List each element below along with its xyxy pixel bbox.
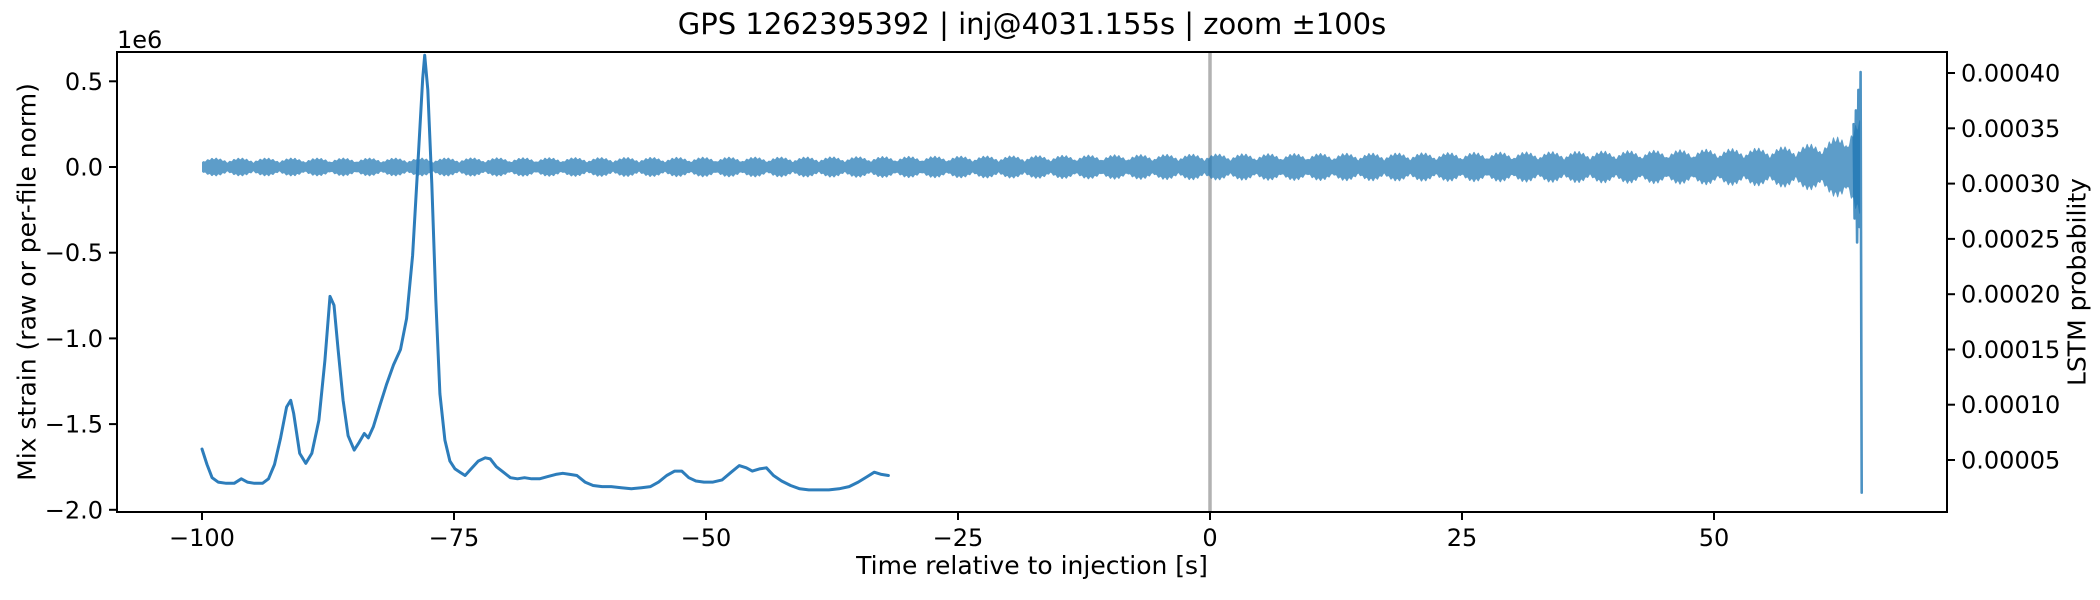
y-axis-label-left: Mix strain (raw or per-file norm) — [12, 83, 42, 481]
y-left-tick-label: −1.5 — [45, 411, 103, 439]
x-axis-label: Time relative to injection [s] — [856, 551, 1208, 580]
strain-glitch-spike — [1852, 70, 1863, 494]
y-axis-label-right: LSTM probability — [2062, 178, 2092, 386]
y-right-tick-label: 0.00040 — [1961, 60, 2060, 88]
y-right-tick-label: 0.00005 — [1961, 447, 2060, 475]
y-right-tick-label: 0.00025 — [1961, 225, 2060, 253]
y-axis-offset-text: 1e6 — [117, 26, 163, 54]
y-left-tick-label: 0.0 — [65, 154, 103, 182]
y-right-tick-label: 0.00015 — [1961, 336, 2060, 364]
probability-series-line — [200, 53, 890, 492]
y-left-tick-label: −0.5 — [45, 239, 103, 267]
x-tick-label: −100 — [169, 524, 235, 552]
y-right-tick-label: 0.00035 — [1961, 115, 2060, 143]
y-right-tick-label: 0.00010 — [1961, 391, 2060, 419]
x-tick-label: −25 — [933, 524, 984, 552]
y-right-tick-label: 0.00030 — [1961, 170, 2060, 198]
y-left-tick-label: −2.0 — [45, 496, 103, 524]
x-tick-label: 0 — [1202, 524, 1217, 552]
y-right-tick-label: 0.00020 — [1961, 281, 2060, 309]
x-tick-label: −50 — [681, 524, 732, 552]
chart-title: GPS 1262395392 | inj@4031.155s | zoom ±1… — [677, 7, 1387, 41]
x-tick-label: −75 — [429, 524, 480, 552]
y-left-tick-label: −1.0 — [45, 325, 103, 353]
strain-series-band — [202, 119, 1861, 215]
x-tick-label: 25 — [1447, 524, 1478, 552]
y-left-tick-label: 0.5 — [65, 68, 103, 96]
x-tick-label: 50 — [1699, 524, 1730, 552]
axes-spines — [116, 51, 1948, 513]
